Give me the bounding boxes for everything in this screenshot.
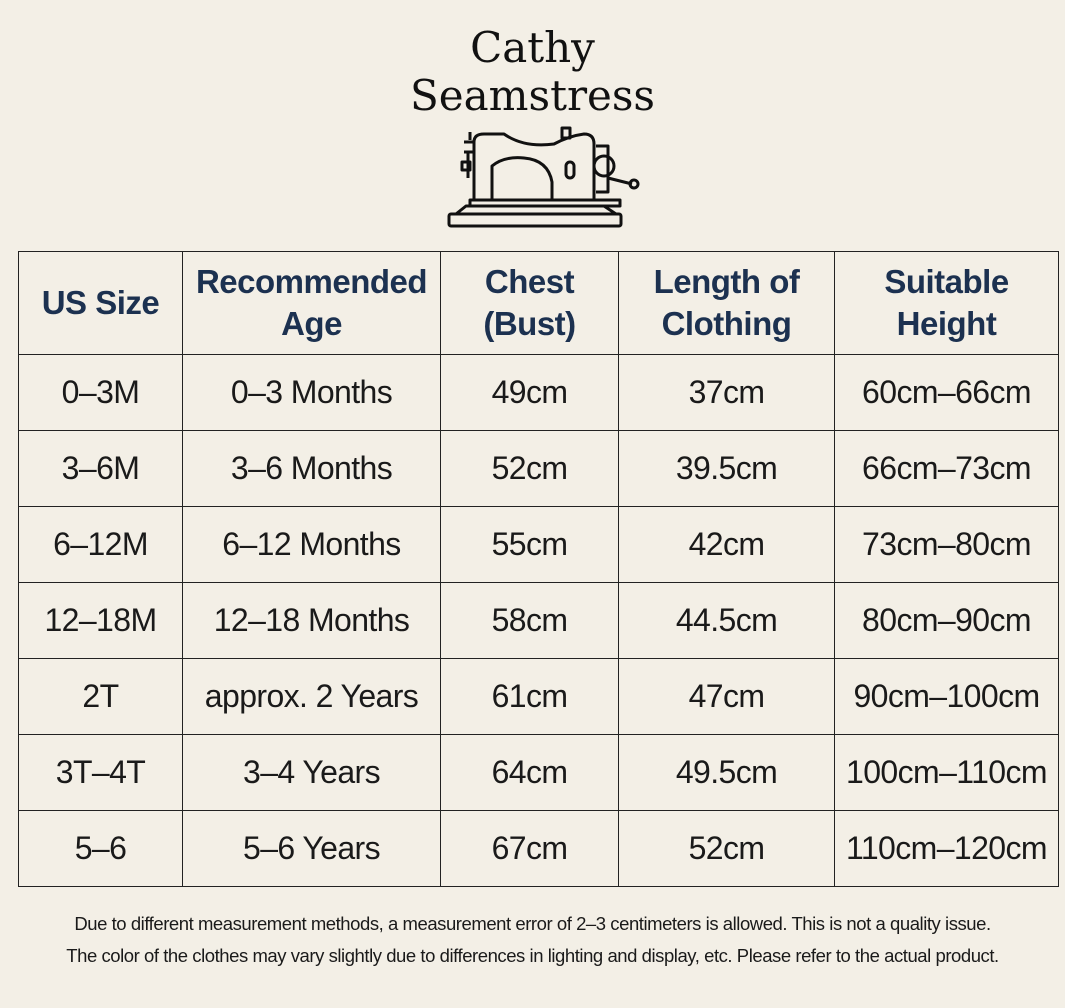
column-header: Suitable Height	[834, 251, 1059, 355]
column-header-line: Height	[896, 305, 997, 342]
table-cell: 3T–4T	[18, 734, 183, 811]
sewing-machine-icon	[447, 126, 640, 228]
table-cell: 47cm	[618, 658, 835, 735]
table-cell: 2T	[18, 658, 183, 735]
table-cell: 80cm–90cm	[834, 582, 1059, 659]
table-cell: 64cm	[440, 734, 619, 811]
column-header-line: Length of	[653, 263, 800, 300]
title-line: Seamstress	[410, 71, 655, 120]
footer-note: Due to different measurement methods, a …	[74, 913, 991, 934]
table-cell: approx. 2 Years	[182, 658, 441, 735]
table-row: 5–6 5–6 Years 67cm 52cm 110cm–120cm	[18, 810, 1059, 887]
column-header-line: Clothing	[661, 305, 792, 342]
table-cell: 49cm	[440, 354, 619, 431]
table-cell: 90cm–100cm	[834, 658, 1059, 735]
table-cell: 3–6 Months	[182, 430, 441, 507]
table-cell: 3–6M	[18, 430, 183, 507]
table-cell: 39.5cm	[618, 430, 835, 507]
title-line: Cathy	[470, 23, 595, 72]
header-row: US Size Recommended Age Chest (Bust) Length o…	[18, 251, 1059, 355]
column-header: US Size	[18, 251, 183, 355]
table-row: 0–3M 0–3 Months 49cm 37cm 60cm–66cm	[18, 354, 1059, 431]
table-cell: 12–18 Months	[182, 582, 441, 659]
footer-notes: Due to different measurement methods, a …	[0, 908, 1065, 972]
table-cell: 3–4 Years	[182, 734, 441, 811]
table-cell: 6–12M	[18, 506, 183, 583]
table-cell: 6–12 Months	[182, 506, 441, 583]
table-cell: 66cm–73cm	[834, 430, 1059, 507]
column-header-line: Suitable	[884, 263, 1009, 300]
table-cell: 55cm	[440, 506, 619, 583]
table-cell: 52cm	[618, 810, 835, 887]
table-cell: 12–18M	[18, 582, 183, 659]
table-cell: 0–3M	[18, 354, 183, 431]
table-cell: 100cm–110cm	[834, 734, 1059, 811]
table-cell: 44.5cm	[618, 582, 835, 659]
table-cell: 0–3 Months	[182, 354, 441, 431]
column-header-line: Chest	[484, 263, 575, 300]
table-cell: 37cm	[618, 354, 835, 431]
title: Cathy Seamstress	[0, 24, 1065, 120]
column-header-line: Recommended	[195, 263, 428, 300]
table-cell: 110cm–120cm	[834, 810, 1059, 887]
table-cell: 67cm	[440, 810, 619, 887]
table-cell: 49.5cm	[618, 734, 835, 811]
column-header: Length of Clothing	[618, 251, 835, 355]
column-header-line: US Size	[41, 284, 160, 321]
table-cell: 42cm	[618, 506, 835, 583]
table-cell: 52cm	[440, 430, 619, 507]
footer-note: The color of the clothes may vary slight…	[66, 945, 999, 966]
table-row: 12–18M 12–18 Months 58cm 44.5cm 80cm–90cm	[18, 582, 1059, 659]
table-row: 3–6M 3–6 Months 52cm 39.5cm 66cm–73cm	[18, 430, 1059, 507]
table-row: 2T approx. 2 Years 61cm 47cm 90cm–100cm	[18, 658, 1059, 735]
table-row: 6–12M 6–12 Months 55cm 42cm 73cm–80cm	[18, 506, 1059, 583]
column-header-line: (Bust)	[483, 305, 576, 342]
table-cell: 58cm	[440, 582, 619, 659]
table-cell: 61cm	[440, 658, 619, 735]
table-cell: 5–6	[18, 810, 183, 887]
table-row: 3T–4T 3–4 Years 64cm 49.5cm 100cm–110cm	[18, 734, 1059, 811]
table-cell: 60cm–66cm	[834, 354, 1059, 431]
size-table: US Size Recommended Age Chest (Bust) Length o…	[18, 251, 1059, 887]
table-cell: 73cm–80cm	[834, 506, 1059, 583]
column-header: Chest (Bust)	[440, 251, 619, 355]
table-cell: 5–6 Years	[182, 810, 441, 887]
column-header: Recommended Age	[182, 251, 441, 355]
column-header-line: Age	[281, 305, 342, 342]
